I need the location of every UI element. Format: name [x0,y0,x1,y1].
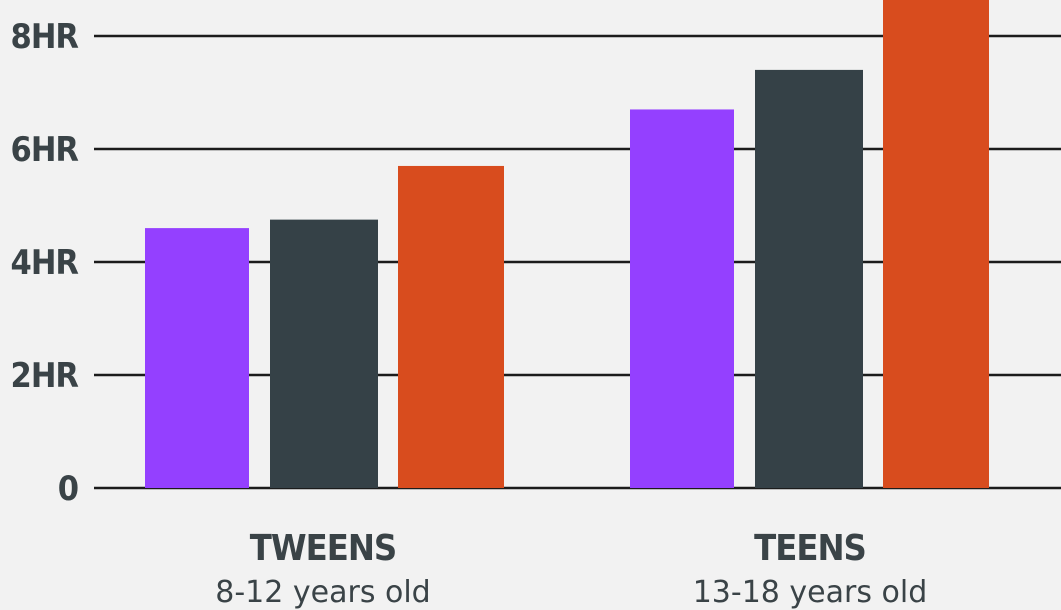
category-sublabel-tweens: 8-12 years old [215,575,430,610]
bars [145,0,989,489]
y-tick-label: 8HR [11,17,79,57]
y-tick-label: 2HR [11,356,79,396]
bar-teens-series-1 [630,109,734,488]
x-axis-category-labels: TWEENS 8-12 years old TEENS 13-18 years old [215,528,927,610]
category-label-tweens: TWEENS [250,528,397,569]
bar-tweens-series-1 [145,228,249,488]
bar-tweens-series-2 [270,219,378,488]
y-axis-tick-labels: 0 2HR 4HR 6HR 8HR [11,17,80,509]
y-tick-label: 6HR [11,130,79,170]
y-tick-label: 4HR [11,243,79,283]
y-tick-label: 0 [58,469,78,509]
category-label-teens: TEENS [754,528,866,569]
category-sublabel-teens: 13-18 years old [693,575,928,610]
bar-teens-series-2 [755,69,863,489]
bar-tweens-series-3 [398,165,504,488]
bar-teens-series-3 [883,0,989,488]
